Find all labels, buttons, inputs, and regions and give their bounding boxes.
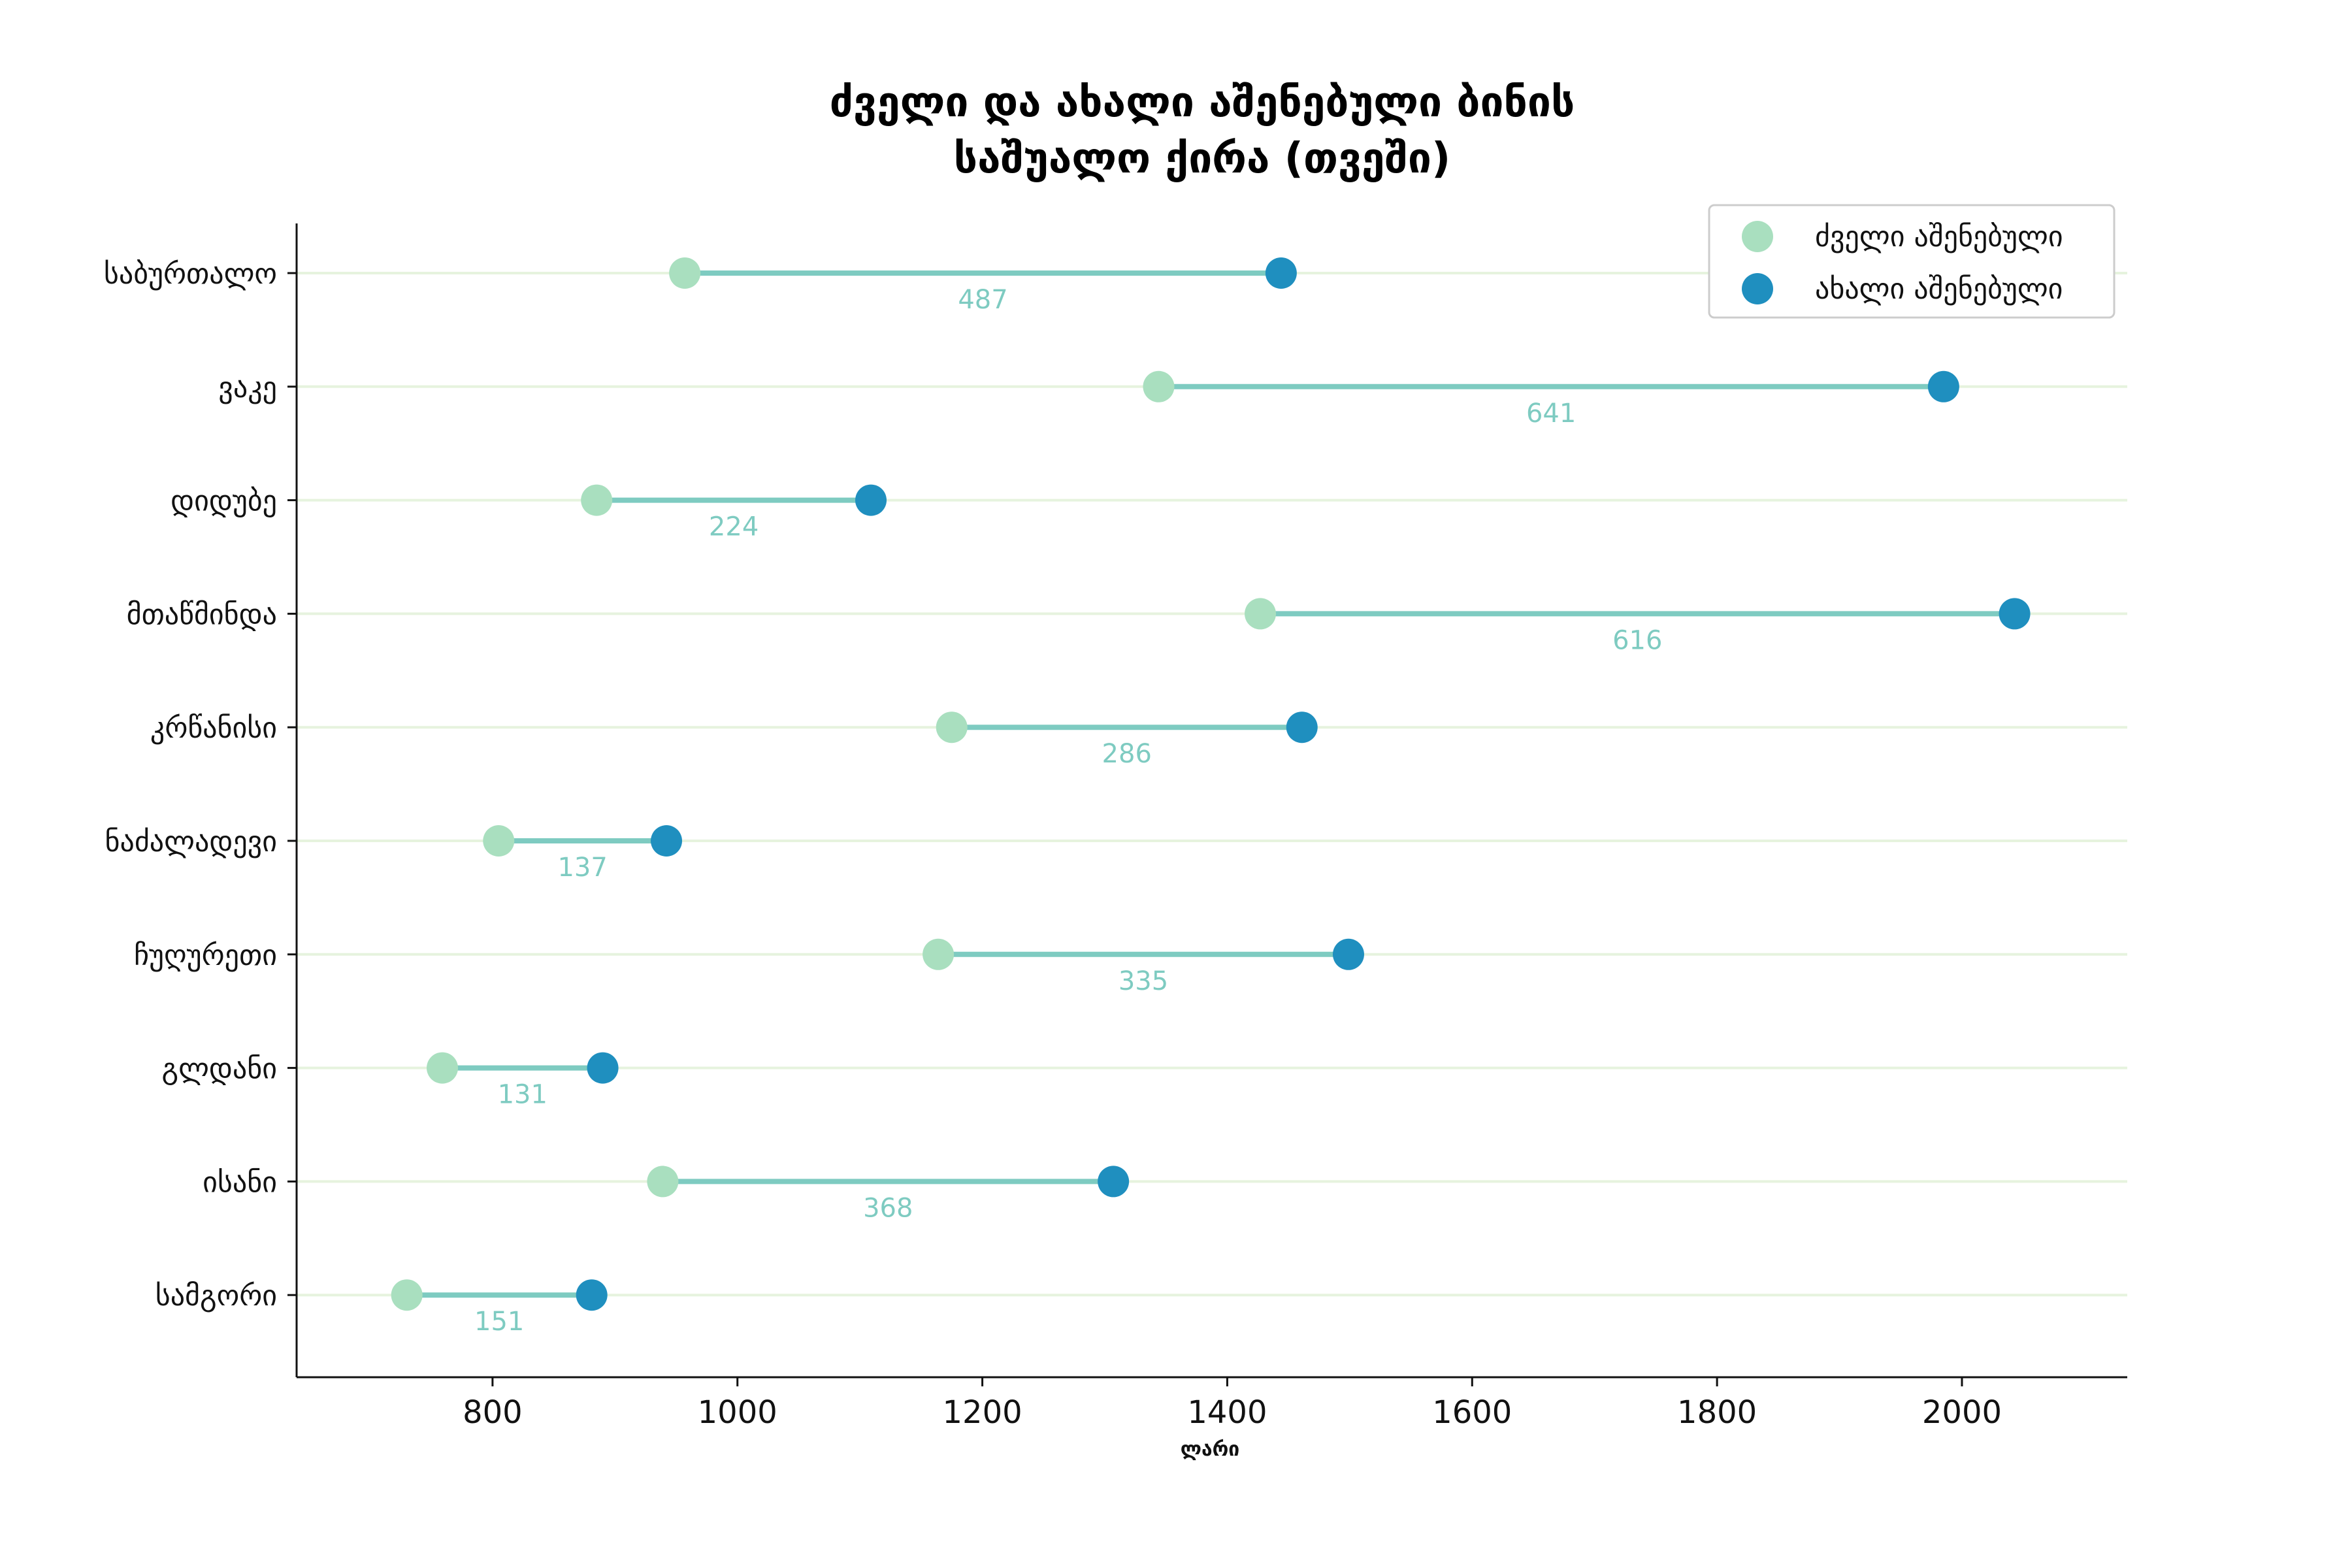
x-tick-label: 1400 <box>1187 1394 1267 1431</box>
difference-label: 137 <box>557 853 607 883</box>
difference-label: 335 <box>1119 966 1168 996</box>
new-building-point <box>1999 598 2031 630</box>
legend-marker <box>1742 221 1773 252</box>
new-building-point <box>576 1279 608 1311</box>
old-building-point <box>581 484 613 516</box>
difference-label: 224 <box>709 512 759 542</box>
difference-label: 616 <box>1612 625 1662 655</box>
category-label: საბურთალო <box>104 257 277 291</box>
new-building-point <box>651 825 683 857</box>
difference-label: 151 <box>474 1307 524 1337</box>
x-tick-label: 1800 <box>1677 1394 1757 1431</box>
category-label: მთაწმინდა <box>127 598 277 631</box>
new-building-point <box>1332 938 1364 970</box>
axes: საბურთალო ვაკე დიდუბე მთაწმინდა კრწანისი ნაძა… <box>104 223 2127 1431</box>
new-building-point <box>1098 1166 1130 1198</box>
difference-label: 641 <box>1526 399 1576 429</box>
x-tick-label: 1000 <box>698 1394 777 1431</box>
category-label: ნაძალადევი <box>105 825 277 858</box>
x-tick-label: 1200 <box>943 1394 1022 1431</box>
new-building-point <box>1265 257 1297 289</box>
old-building-point <box>391 1279 423 1311</box>
legend-label: ძველი აშენებული <box>1815 220 2063 253</box>
category-label: ისანი <box>203 1166 277 1199</box>
old-building-point <box>483 825 515 857</box>
x-axis-label: ლარი <box>1181 1438 1239 1461</box>
new-building-point <box>1286 711 1318 743</box>
connector-lines <box>406 270 2015 1298</box>
chart-title-line: ძველი და ახალი აშენებული ბინის <box>830 78 1575 127</box>
category-label: დიდუბე <box>171 485 277 518</box>
category-label: კრწანისი <box>150 711 277 745</box>
old-building-point <box>1245 598 1277 630</box>
difference-label: 286 <box>1102 739 1152 769</box>
chart-title-line: საშუალო ქირა (თვეში) <box>954 135 1450 183</box>
old-building-point <box>1143 370 1175 402</box>
difference-label: 131 <box>498 1080 547 1110</box>
chart-title: ძველი და ახალი აშენებული ბინის საშუალო ქი… <box>830 78 1575 183</box>
legend-box <box>1708 204 2115 319</box>
old-building-point <box>647 1166 679 1198</box>
old-building-point <box>427 1052 459 1084</box>
new-building-point <box>1927 370 1959 402</box>
category-label: სამგორი <box>155 1279 277 1313</box>
category-label: ჩუღურეთი <box>134 939 277 972</box>
old-building-point <box>936 711 968 743</box>
x-tick-label: 800 <box>463 1394 523 1431</box>
legend-marker <box>1742 273 1773 304</box>
grid-lines <box>297 272 2127 1297</box>
difference-label: 487 <box>958 285 1007 315</box>
difference-label: 368 <box>863 1193 913 1223</box>
new-building-point <box>855 484 887 516</box>
difference-labels: 487 641 224 616 286 137 335 131 368 151 <box>474 285 1662 1337</box>
x-tick-label: 2000 <box>1922 1394 2002 1431</box>
category-label: ვაკე <box>218 371 277 404</box>
legend: ძველი აშენებული ახალი აშენებული <box>1708 204 2115 319</box>
legend-label: ახალი აშენებული <box>1815 272 2063 306</box>
new-building-point <box>587 1052 619 1084</box>
x-tick-label: 1600 <box>1432 1394 1512 1431</box>
data-markers <box>391 257 2031 1311</box>
old-building-point <box>923 938 955 970</box>
category-label: გლდანი <box>162 1053 278 1086</box>
old-building-point <box>669 257 701 289</box>
